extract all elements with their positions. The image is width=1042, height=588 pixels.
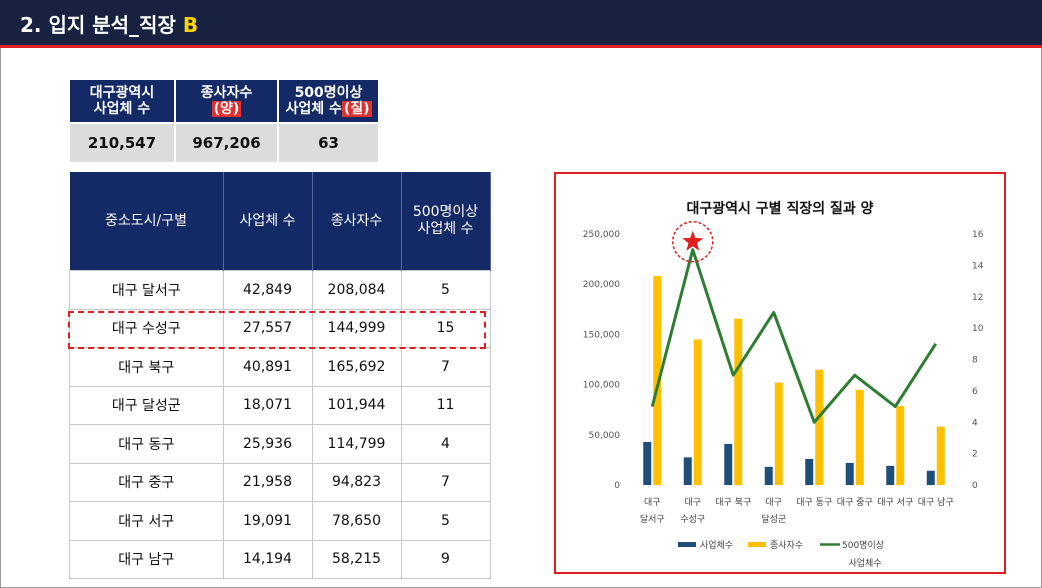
x-tick-label: 대구 북구 <box>715 497 751 508</box>
y-left-tick-label: 200,000 <box>583 280 620 290</box>
y-right-tick-label: 2 <box>972 450 978 460</box>
summary-header-companies: 대구광역시 사업체 수 <box>70 80 176 123</box>
y-right-tick-label: 4 <box>972 418 978 428</box>
table-row: 대구 서구 19,091 78,650 5 <box>69 501 491 541</box>
header-divider <box>0 45 1042 48</box>
quantity-tag: (양) <box>211 101 242 117</box>
x-tick-label: 달성군 <box>761 513 786 525</box>
bar-workers <box>815 369 824 485</box>
bar-companies <box>764 466 773 485</box>
table-row: 대구 달서구 42,849 208,084 5 <box>69 270 491 310</box>
col-header-large-companies: 500명이상 사업체 수 <box>401 172 491 271</box>
bar-companies <box>845 462 854 485</box>
y-right-tick-label: 14 <box>972 261 984 271</box>
y-left-tick-label: 150,000 <box>583 330 620 340</box>
y-right-tick-label: 0 <box>972 481 978 491</box>
bar-workers <box>653 276 662 485</box>
x-tick-label: 대구 동구 <box>796 497 832 508</box>
x-tick-label: 달서구 <box>640 513 665 525</box>
legend-label: 사업체수 <box>700 540 733 551</box>
legend-swatch-companies <box>678 542 696 547</box>
summary-header-large-companies: 500명이상 사업체 수 (질) <box>278 80 380 123</box>
line-large-companies <box>650 248 938 424</box>
y-left-tick-label: 100,000 <box>583 381 620 391</box>
bar-workers <box>774 382 783 485</box>
star-icon <box>682 230 704 251</box>
x-tick-label: 대구 <box>684 497 701 508</box>
bar-companies <box>805 458 814 485</box>
slide-header: 2. 입지 분석_직장 B <box>0 0 1042 45</box>
table-row: 대구 달성군 18,071 101,944 11 <box>69 385 491 425</box>
bar-companies <box>724 443 733 485</box>
summary-value-companies: 210,547 <box>70 122 176 162</box>
quality-tag: (질) <box>341 101 372 117</box>
legend-label: 종사자수 <box>770 540 803 551</box>
bar-workers <box>936 426 945 485</box>
y-right-tick-label: 8 <box>972 356 978 366</box>
table-row: 대구 남구 14,194 58,215 9 <box>69 539 491 579</box>
summary-value-large-companies: 63 <box>278 122 380 162</box>
district-table: 중소도시/구별 사업체 수 종사자수 500명이상 사업체 수 대구 달서구 42,… <box>69 172 491 579</box>
y-right-tick-label: 16 <box>972 230 984 240</box>
bar-workers <box>734 318 743 485</box>
bar-companies <box>643 441 652 485</box>
slide-title: 2. 입지 분석_직장 B <box>20 13 199 37</box>
x-tick-label: 대구 <box>765 497 782 508</box>
x-tick-label: 대구 <box>644 497 661 508</box>
bar-companies <box>886 465 895 485</box>
chart-panel: 대구광역시 구별 직장의 질과 양 0 50,000 100,000 150,000 20… <box>554 172 1006 574</box>
highlight-row-outline <box>68 311 486 349</box>
table-row: 대구 북구 40,891 165,692 7 <box>69 347 491 387</box>
x-tick-label: 대구 중구 <box>837 497 873 508</box>
bar-companies <box>926 470 935 485</box>
summary-value-workers: 967,206 <box>175 122 279 162</box>
x-tick-label: 대구 남구 <box>918 497 954 508</box>
y-right-tick-label: 12 <box>972 293 983 303</box>
title-accent: B <box>182 13 199 37</box>
x-tick-label: 대구 서구 <box>877 497 913 508</box>
table-row: 대구 중구 21,958 94,823 7 <box>69 462 491 502</box>
table-row: 대구 수성구 27,557 144,999 15 <box>69 308 491 348</box>
legend-swatch-workers <box>748 542 766 547</box>
col-header-workers: 종사자수 <box>312 172 402 271</box>
table-row: 대구 동구 25,936 114,799 4 <box>69 424 491 464</box>
chart-title: 대구광역시 구별 직장의 질과 양 <box>687 200 874 217</box>
legend-label: 500명이상 <box>842 540 884 551</box>
y-left-tick-label: 50,000 <box>589 431 621 441</box>
highlight-circle <box>672 220 714 263</box>
y-left-tick-label: 250,000 <box>583 230 620 240</box>
summary-header-workers: 종사자수 (양) <box>175 80 279 123</box>
legend-label: 사업체수 <box>848 558 881 569</box>
summary-table: 대구광역시 사업체 수 종사자수 (양) 500명이상 사업체 수 (질) 210,54… <box>70 80 380 162</box>
y-right-tick-label: 10 <box>972 324 984 334</box>
bar-workers <box>896 406 905 485</box>
bar-companies <box>683 457 692 485</box>
y-left-tick-label: 0 <box>614 481 620 491</box>
bar-workers <box>855 389 864 485</box>
col-header-district: 중소도시/구별 <box>69 172 224 271</box>
x-tick-label: 수성구 <box>680 514 705 525</box>
y-right-tick-label: 6 <box>972 387 978 397</box>
bar-workers <box>693 339 702 485</box>
combo-chart: 대구광역시 구별 직장의 질과 양050,000100,000150,00020… <box>583 200 984 569</box>
col-header-companies: 사업체 수 <box>223 172 313 271</box>
